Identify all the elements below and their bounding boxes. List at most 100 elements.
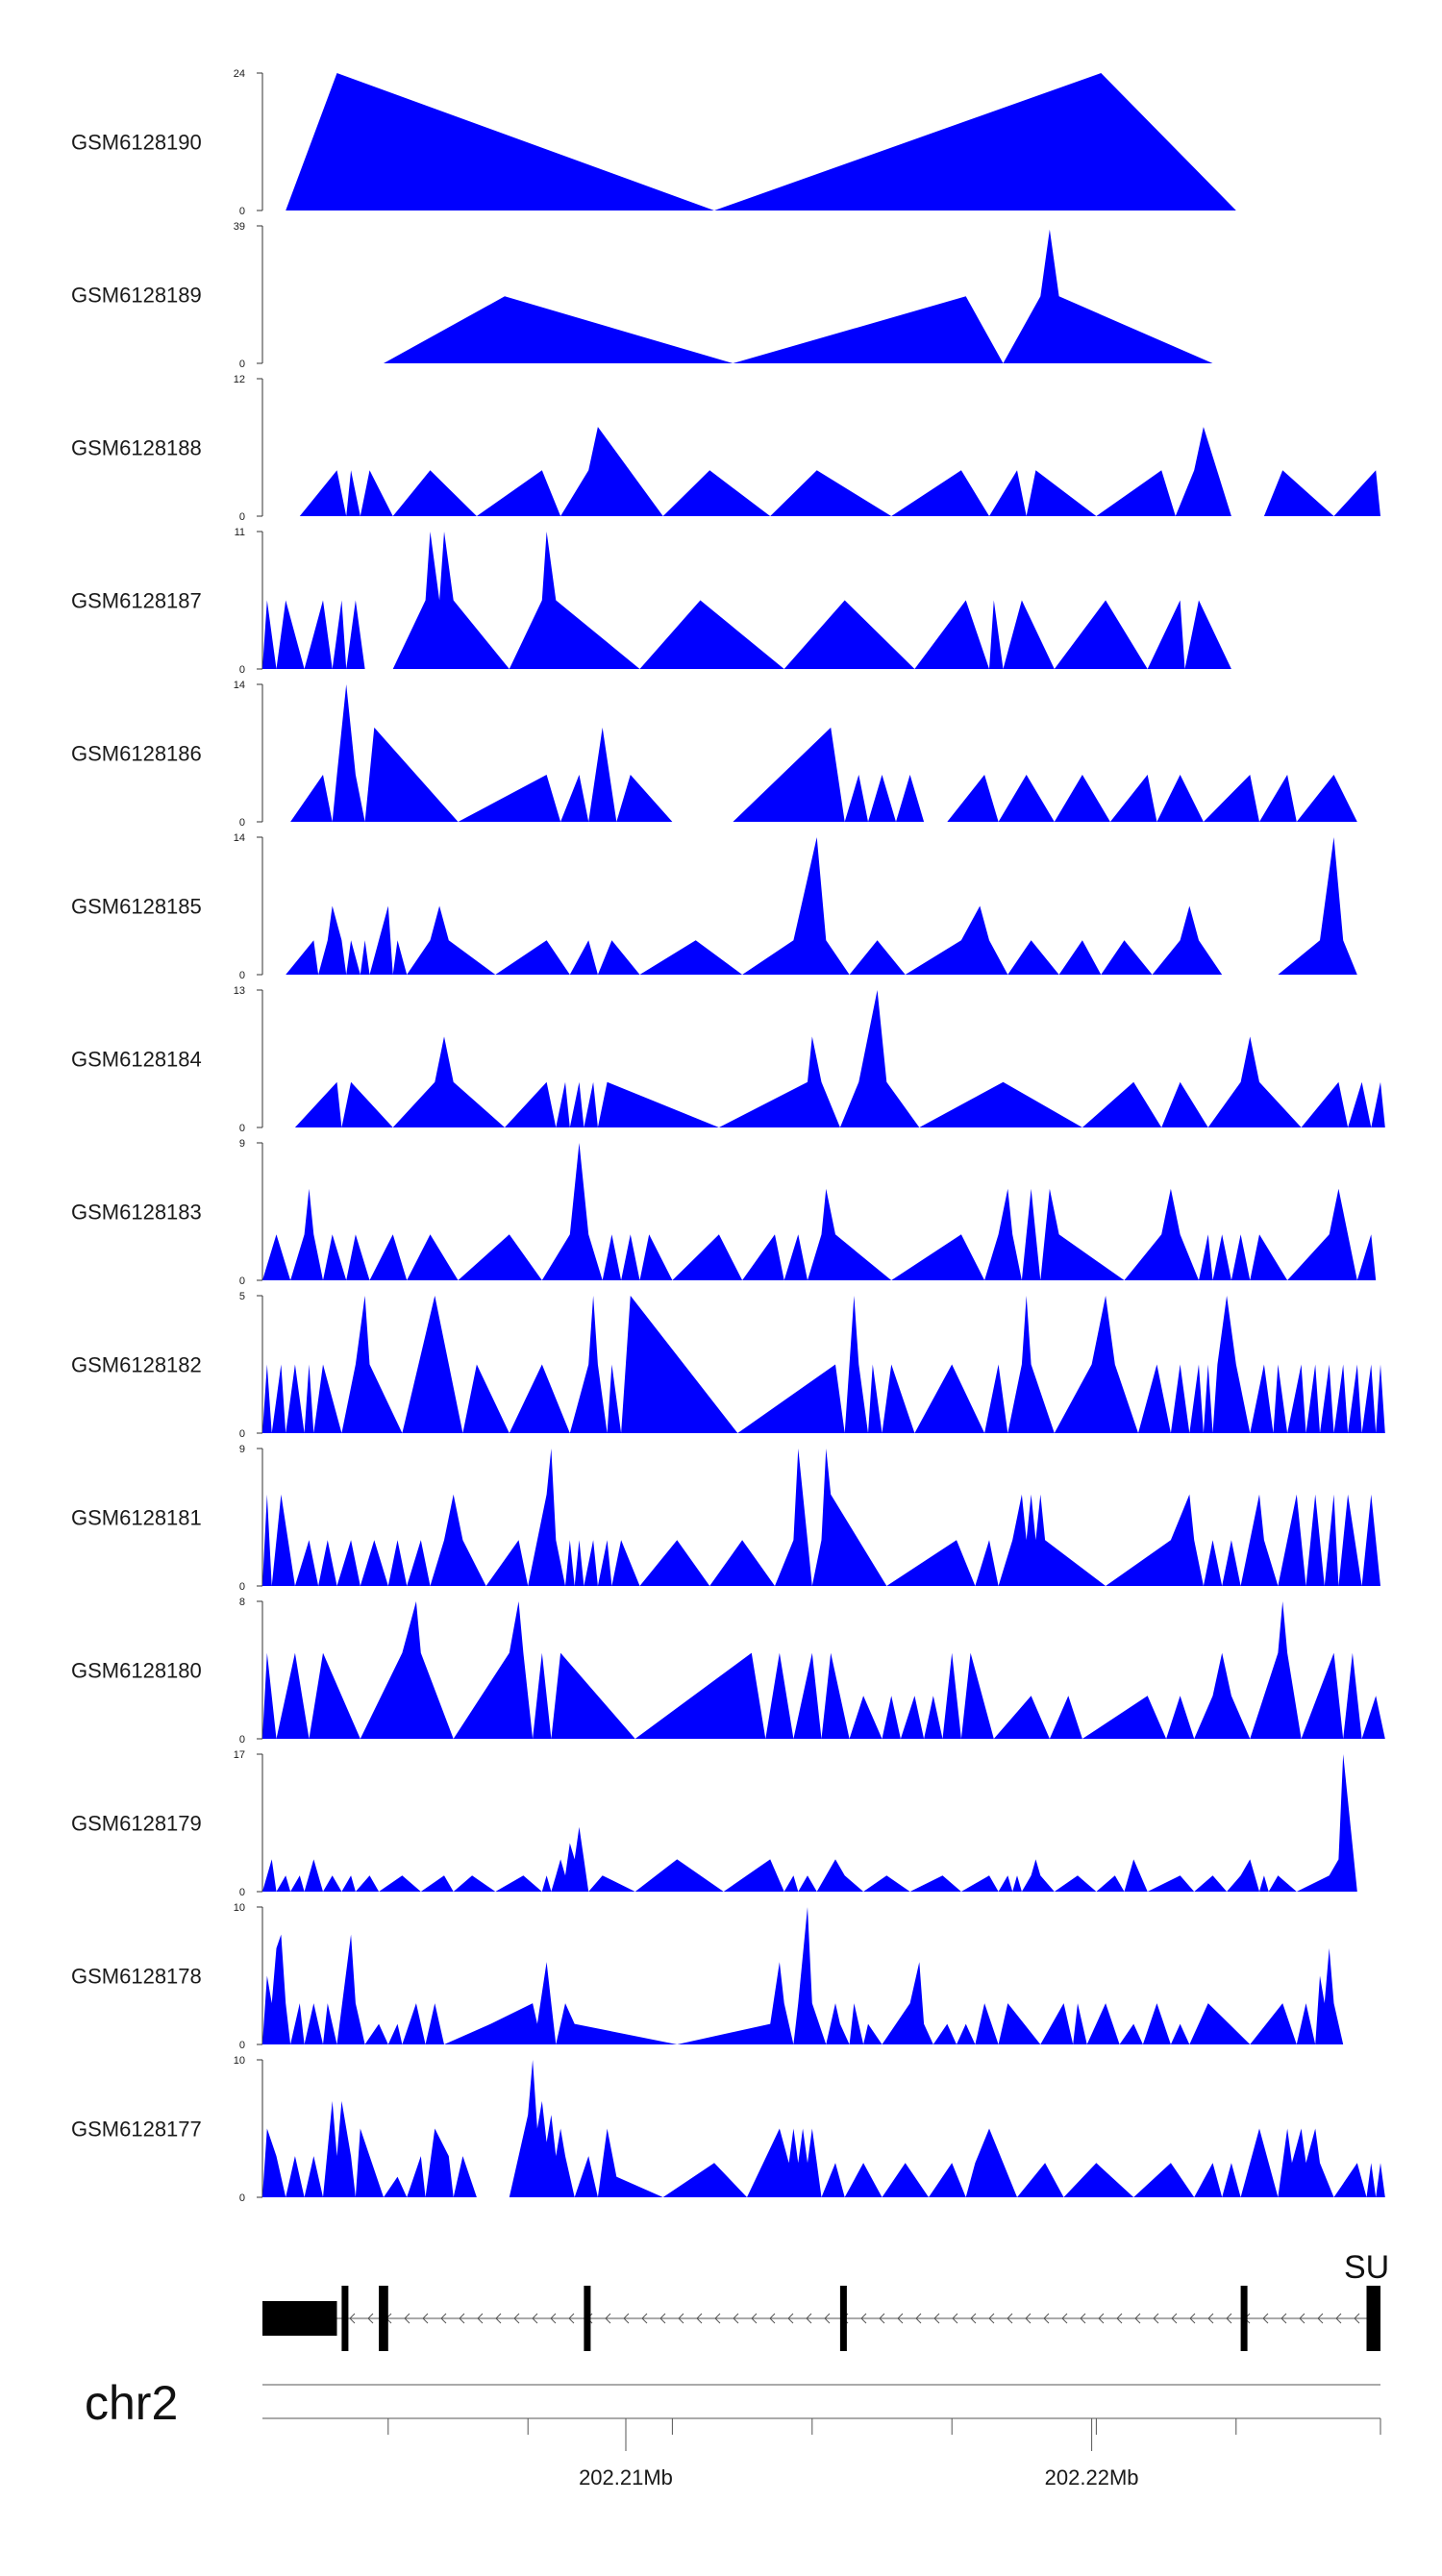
strand-arrow-icon [1134, 2313, 1141, 2324]
y-max-label: 10 [234, 2055, 245, 2067]
y-max-label: 24 [234, 68, 245, 80]
strand-arrow-icon [970, 2313, 977, 2324]
strand-arrow-icon [459, 2313, 465, 2324]
y-max-label: 14 [234, 832, 245, 844]
track-label: GSM6128178 [71, 1965, 202, 1989]
strand-arrow-icon [860, 2313, 867, 2324]
y-min-label: 0 [239, 1276, 245, 1287]
y-max-label: 11 [235, 527, 245, 538]
strand-arrow-icon [477, 2313, 484, 2324]
y-min-label: 0 [239, 970, 245, 981]
y-max-label: 10 [234, 1902, 245, 1914]
coverage-area [262, 1449, 1380, 1586]
track-GSM6128182: GSM6128182 5 0 [71, 1291, 1385, 1440]
exon-block [379, 2286, 388, 2351]
y-max-label: 5 [239, 1291, 245, 1302]
coverage-area [262, 1754, 1357, 1892]
exon-block [1366, 2286, 1380, 2351]
chromosome-label: chr2 [85, 2376, 178, 2430]
track-label: GSM6128182 [71, 1353, 202, 1377]
track-GSM6128184: GSM6128184 13 0 [71, 985, 1385, 1134]
track-label: GSM6128187 [71, 589, 202, 613]
coverage-area [262, 1907, 1344, 2044]
strand-arrow-icon [1317, 2313, 1324, 2324]
strand-arrow-icon [1080, 2313, 1086, 2324]
strand-arrow-icon [714, 2313, 721, 2324]
y-min-label: 0 [239, 511, 245, 523]
track-GSM6128178: GSM6128178 10 0 [71, 1902, 1344, 2051]
coverage-area [294, 990, 1385, 1127]
strand-arrow-icon [1098, 2313, 1105, 2324]
coverage-area [262, 1296, 1385, 1433]
strand-arrow-icon [659, 2313, 666, 2324]
exon-block [341, 2286, 349, 2351]
strand-arrow-icon [879, 2313, 885, 2324]
y-min-label: 0 [239, 1887, 245, 1898]
coverage-area [290, 684, 1357, 822]
track-GSM6128190: GSM6128190 24 0 [71, 68, 1236, 217]
coverage-area [286, 73, 1236, 211]
coverage-area [262, 1601, 1385, 1739]
track-label: GSM6128189 [71, 284, 202, 308]
y-min-label: 0 [239, 359, 245, 370]
strand-arrow-icon [367, 2313, 374, 2324]
strand-arrow-icon [550, 2313, 557, 2324]
axis-tick-label: 202.21Mb [579, 2465, 673, 2489]
y-max-label: 12 [234, 374, 245, 385]
strand-arrow-icon [1299, 2313, 1305, 2324]
strand-arrow-icon [1025, 2313, 1032, 2324]
track-label: GSM6128188 [71, 436, 202, 460]
strand-arrow-icon [1280, 2313, 1287, 2324]
track-GSM6128187: GSM6128187 11 0 [71, 527, 1231, 676]
strand-arrow-icon [933, 2313, 940, 2324]
coverage-area [262, 1143, 1377, 1280]
y-min-label: 0 [239, 1581, 245, 1593]
strand-arrow-icon [623, 2313, 630, 2324]
track-label: GSM6128184 [71, 1048, 202, 1072]
strand-arrow-icon [1189, 2313, 1196, 2324]
strand-arrow-icon [1061, 2313, 1068, 2324]
track-label: GSM6128180 [71, 1659, 202, 1683]
y-max-label: 9 [239, 1138, 245, 1150]
strand-arrow-icon [1262, 2313, 1269, 2324]
y-min-label: 0 [239, 1123, 245, 1134]
track-GSM6128183: GSM6128183 9 0 [71, 1138, 1377, 1287]
y-min-label: 0 [239, 1734, 245, 1746]
track-GSM6128188: GSM6128188 12 0 [71, 374, 1380, 523]
coverage-area [262, 2060, 1385, 2197]
strand-arrow-icon [1171, 2313, 1178, 2324]
track-label: GSM6128179 [71, 1812, 202, 1836]
strand-arrow-icon [1226, 2313, 1232, 2324]
strand-arrow-icon [1007, 2313, 1013, 2324]
strand-arrow-icon [678, 2313, 684, 2324]
strand-arrow-icon [806, 2313, 812, 2324]
track-GSM6128189: GSM6128189 39 0 [71, 221, 1213, 370]
strand-arrow-icon [532, 2313, 538, 2324]
track-GSM6128177: GSM6128177 10 0 [71, 2055, 1385, 2204]
genome-axis: chr2 202.21Mb 202.22Mb [85, 2376, 1381, 2489]
strand-arrow-icon [897, 2313, 904, 2324]
coverage-area [384, 229, 1213, 363]
track-GSM6128179: GSM6128179 17 0 [71, 1749, 1357, 1898]
y-max-label: 13 [234, 985, 245, 997]
strand-arrow-icon [952, 2313, 958, 2324]
track-label: GSM6128183 [71, 1201, 202, 1225]
strand-arrow-icon [988, 2313, 995, 2324]
strand-arrow-icon [349, 2313, 356, 2324]
strand-arrow-icon [568, 2313, 575, 2324]
track-label: GSM6128181 [71, 1506, 202, 1530]
strand-arrow-icon [1335, 2313, 1342, 2324]
y-max-label: 17 [234, 1749, 245, 1761]
strand-arrow-icon [1116, 2313, 1123, 2324]
y-max-label: 9 [239, 1444, 245, 1455]
track-GSM6128180: GSM6128180 8 0 [71, 1597, 1385, 1746]
exon-block [584, 2286, 591, 2351]
strand-arrow-icon [404, 2313, 410, 2324]
track-GSM6128185: GSM6128185 14 0 [71, 832, 1357, 981]
coverage-area [286, 837, 1357, 975]
y-min-label: 0 [239, 206, 245, 217]
strand-arrow-icon [1354, 2313, 1360, 2324]
gene-track: SU [262, 2249, 1389, 2351]
gene-name-label: SU [1344, 2249, 1389, 2286]
track-GSM6128181: GSM6128181 9 0 [71, 1444, 1380, 1593]
